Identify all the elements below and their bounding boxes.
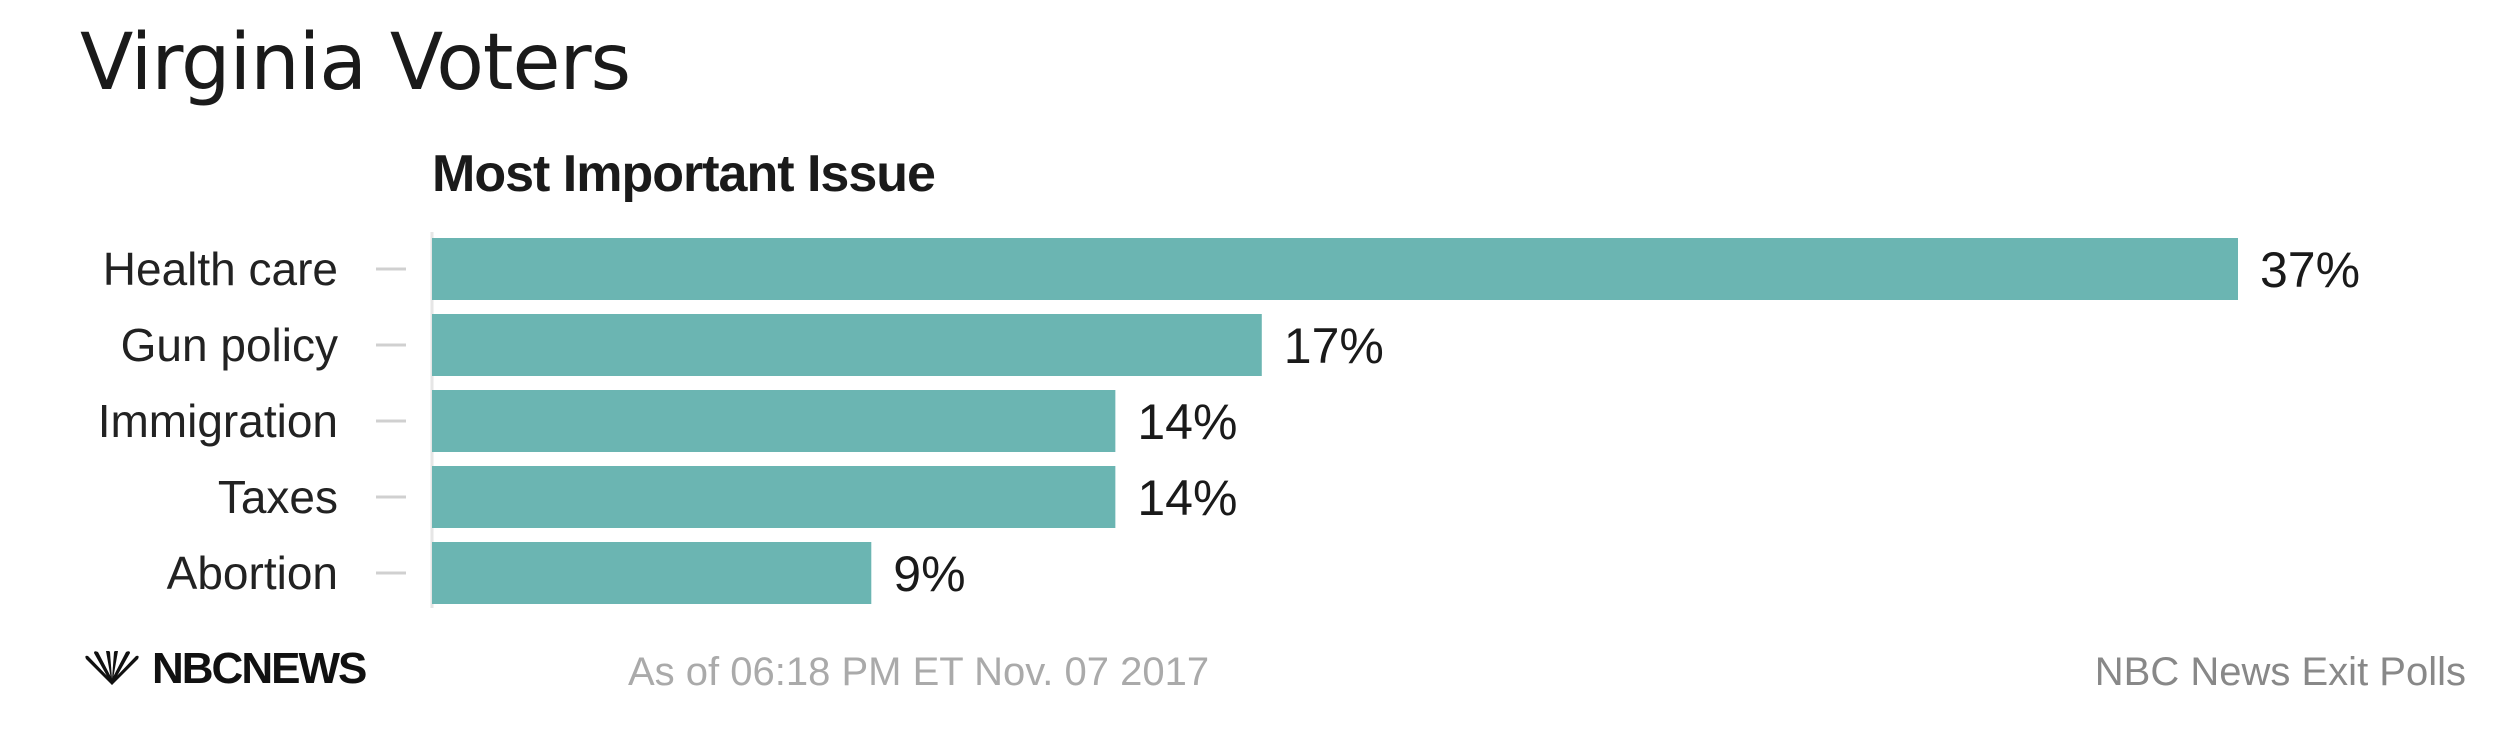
bar [432,542,872,604]
value-label: 14% [1137,470,1237,526]
category-label: Taxes [218,471,338,523]
category-label: Gun policy [121,319,338,371]
nbc-news-logo: NBCNEWS [80,644,367,694]
page-title: Virginia Voters [80,18,631,108]
bar [432,390,1116,452]
category-label: Abortion [167,547,338,599]
source-credit: NBC News Exit Polls [2094,650,2466,694]
value-label: 17% [1284,318,1384,374]
logo-text: NBCNEWS [152,644,367,693]
bar-chart: Health care 37% Gun policy 17% Immigration 14… [98,232,2360,608]
value-label: 9% [893,546,965,602]
value-label: 14% [1137,394,1237,450]
bar [432,466,1116,528]
nbc-peacock-icon [85,651,139,685]
bar [432,238,2238,300]
value-label: 37% [2260,242,2360,298]
chart-title: Most Important Issue [432,145,936,203]
category-label: Health care [103,243,338,295]
timestamp: As of 06:18 PM ET Nov. 07 2017 [628,650,1210,694]
bar [432,314,1262,376]
category-label: Immigration [98,395,338,447]
